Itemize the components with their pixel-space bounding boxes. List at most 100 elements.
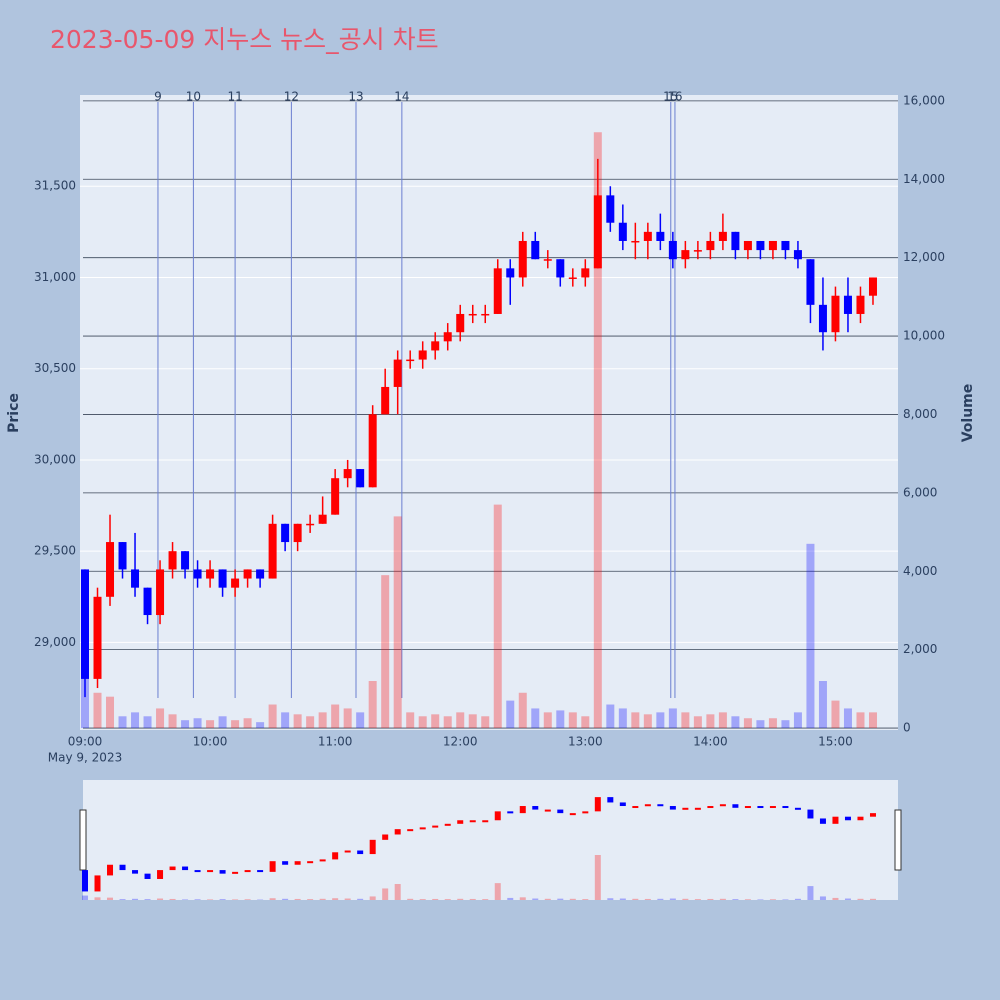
volume-bar: [431, 714, 440, 729]
slider-handle[interactable]: [894, 809, 902, 871]
candle-body: [256, 569, 265, 579]
y2-tick-label: 12,000: [903, 250, 945, 264]
mini-volume-bar: [332, 898, 339, 900]
candle-body: [718, 231, 727, 241]
y2-tick-label: 10,000: [903, 329, 945, 343]
mini-candle: [257, 870, 264, 873]
mini-volume-bar: [707, 898, 714, 900]
volume-bar: [693, 716, 702, 729]
news-label: 13: [348, 90, 363, 104]
mini-volume-bar: [694, 899, 701, 900]
candle-body: [868, 277, 877, 296]
candle-body: [118, 542, 127, 570]
volume-bar: [718, 712, 727, 729]
volume-bar: [743, 718, 752, 729]
news-label: 11: [227, 90, 242, 104]
mini-candle: [682, 807, 689, 810]
mini-candle: [82, 870, 88, 892]
mini-volume-bar: [219, 899, 226, 900]
mini-volume-bar: [507, 897, 514, 900]
mini-candle: [144, 873, 151, 879]
candle-body: [218, 569, 227, 588]
mini-candle: [619, 802, 626, 807]
mini-candle: [557, 809, 564, 814]
mini-candle: [407, 829, 414, 832]
news-label: 14: [394, 90, 409, 104]
candle-body: [393, 359, 402, 387]
mini-volume-bar: [432, 898, 439, 900]
candle-body: [418, 350, 427, 360]
mini-volume-bar: [232, 899, 239, 900]
candle-body: [681, 250, 690, 260]
volume-bar: [356, 712, 365, 729]
mini-volume-bar: [857, 898, 864, 900]
candle-body: [668, 240, 677, 260]
candle-body: [606, 195, 615, 223]
mini-candle: [507, 811, 514, 814]
y2-tick-label: 14,000: [903, 172, 945, 186]
mini-volume-bar: [207, 899, 214, 900]
volume-bar: [368, 681, 377, 729]
slider-handle[interactable]: [79, 809, 87, 871]
mini-volume-bar: [669, 898, 676, 900]
y2-tick-label: 4,000: [903, 564, 937, 578]
volume-bar: [281, 712, 290, 729]
volume-bar: [306, 716, 315, 729]
mini-candle: [819, 818, 826, 824]
volume-bar: [418, 716, 427, 729]
mini-candle: [332, 852, 339, 860]
mini-volume-bar: [132, 898, 139, 900]
y2-tick-label: 0: [903, 721, 911, 735]
volume-bar: [631, 712, 640, 729]
candle-body: [443, 332, 452, 342]
volume-bar: [168, 714, 177, 729]
mini-volume-bar: [619, 898, 626, 900]
mini-volume-bar: [532, 898, 539, 900]
mini-volume-bar: [94, 897, 101, 900]
volume-bar: [781, 720, 790, 729]
candle-body: [293, 523, 302, 543]
mini-candle: [594, 797, 601, 812]
x-tick-label: 12:00: [443, 735, 478, 749]
mini-volume-bar: [269, 898, 276, 900]
mini-volume-bar: [794, 898, 801, 900]
mini-candle: [494, 811, 501, 821]
volume-bar: [593, 132, 602, 729]
y-tick-label: 31,500: [34, 179, 76, 193]
mini-candle: [107, 864, 114, 876]
mini-candle: [469, 820, 476, 823]
candle-body: [781, 240, 790, 251]
candle-body: [456, 313, 465, 333]
candle-body: [518, 240, 527, 278]
mini-volume-bar: [594, 855, 601, 900]
volume-bar: [193, 718, 202, 729]
candle-body: [531, 240, 540, 260]
volume-bar: [256, 722, 265, 729]
range-slider[interactable]: [83, 780, 898, 900]
mini-volume-bar: [107, 897, 114, 900]
volume-bar: [806, 543, 815, 729]
mini-volume-bar: [607, 898, 614, 900]
mini-candle: [782, 806, 789, 809]
volume-bar: [543, 712, 552, 729]
mini-volume-bar: [832, 897, 839, 900]
volume-bar: [231, 720, 240, 729]
candle-body: [331, 478, 340, 515]
candle-body: [356, 469, 365, 488]
volume-bar: [668, 708, 677, 729]
volume-bar: [381, 575, 390, 729]
volume-bar: [768, 718, 777, 729]
mini-volume-bar: [119, 899, 126, 900]
candle-body: [743, 240, 752, 251]
chart-title: 2023-05-09 지누스 뉴스_공시 차트: [50, 25, 439, 54]
mini-candle: [94, 875, 101, 892]
candle-body: [368, 414, 377, 488]
mini-volume-bar: [407, 898, 414, 900]
mini-volume-bar: [757, 899, 764, 900]
volume-bar: [656, 712, 665, 729]
mini-volume-bar: [519, 897, 526, 900]
candle-body: [281, 523, 290, 543]
mini-volume-bar: [394, 884, 401, 900]
candle-body: [631, 240, 640, 243]
volume-bar: [118, 716, 127, 729]
